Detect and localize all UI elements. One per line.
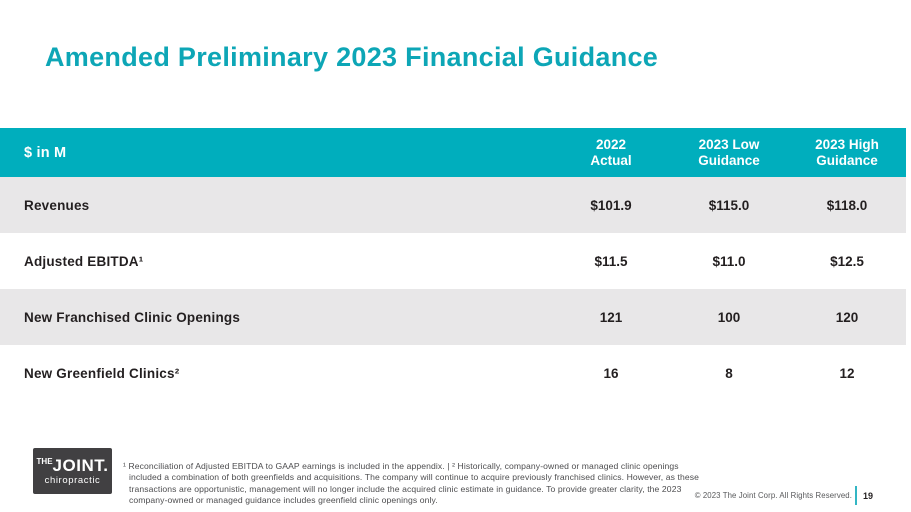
cell-value: $11.0 bbox=[712, 253, 746, 269]
cell-value: 12 bbox=[839, 365, 855, 381]
cell-value: 121 bbox=[599, 309, 623, 325]
cell-value: 100 bbox=[717, 309, 741, 325]
financial-guidance-table: $ in M 2022 Actual 2023 Low Guidance 202… bbox=[0, 128, 906, 401]
logo-the-text: THE bbox=[36, 456, 53, 466]
table-row-adjusted-ebitda: Adjusted EBITDA¹ $11.5 $11.0 $12.5 bbox=[0, 233, 906, 289]
cell-value: $12.5 bbox=[830, 253, 864, 269]
cell-value: 16 bbox=[603, 365, 619, 381]
column-header-2022-actual: 2022 Actual bbox=[590, 136, 632, 168]
cell-value: $11.5 bbox=[594, 253, 628, 269]
copyright-text: © 2023 The Joint Corp. All Rights Reserv… bbox=[694, 491, 852, 500]
page-number-divider bbox=[855, 486, 857, 505]
cell-value: 8 bbox=[725, 365, 733, 381]
page-number: 19 bbox=[863, 491, 874, 501]
page-title: Amended Preliminary 2023 Financial Guida… bbox=[45, 42, 659, 72]
table-row-new-franchised-clinic-openings: New Franchised Clinic Openings 121 100 1… bbox=[0, 289, 906, 345]
column-header-2023-high: 2023 High Guidance bbox=[815, 136, 879, 168]
logo-tagline-text: chiropractic bbox=[44, 474, 101, 486]
cell-value: $118.0 bbox=[826, 197, 868, 213]
cell-value: $101.9 bbox=[590, 197, 632, 213]
row-label: New Greenfield Clinics² bbox=[24, 365, 180, 381]
column-header-2023-low: 2023 Low Guidance bbox=[698, 136, 760, 168]
footnote-text: ¹ Reconciliation of Adjusted EBITDA to G… bbox=[123, 461, 700, 505]
corner-header: $ in M bbox=[24, 144, 67, 161]
cell-value: 120 bbox=[835, 309, 859, 325]
row-label: Adjusted EBITDA¹ bbox=[24, 253, 144, 269]
table-row-revenues: Revenues $101.9 $115.0 $118.0 bbox=[0, 177, 906, 233]
row-label: Revenues bbox=[24, 197, 90, 213]
the-joint-chiropractic-logo: THE JOINT. chiropractic bbox=[33, 448, 112, 494]
row-label: New Franchised Clinic Openings bbox=[24, 309, 241, 325]
table-header-row: $ in M 2022 Actual 2023 Low Guidance 202… bbox=[0, 128, 906, 177]
table-row-new-greenfield-clinics: New Greenfield Clinics² 16 8 12 bbox=[0, 345, 906, 401]
logo-joint-text: JOINT. bbox=[52, 455, 109, 475]
logo-wordmark: THE JOINT. bbox=[37, 457, 109, 474]
cell-value: $115.0 bbox=[708, 197, 750, 213]
